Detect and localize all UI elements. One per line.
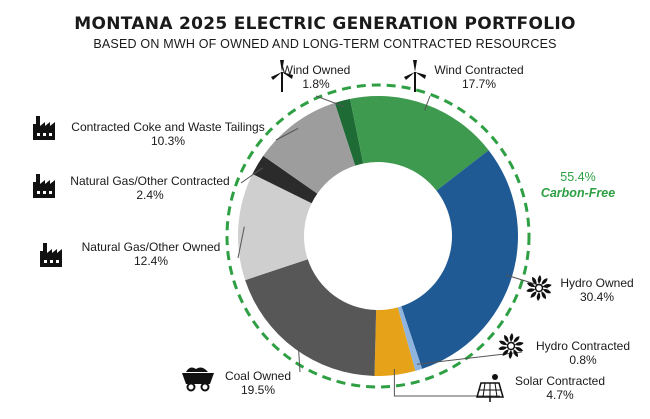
factory-icon	[33, 116, 55, 140]
water-turbine-icon	[526, 275, 552, 301]
label-solar-contracted: Solar Contracted 4.7%	[514, 374, 606, 402]
label-coke-waste-tailings: Contracted Coke and Waste Tailings 10.3%	[71, 120, 265, 148]
leader-line	[424, 95, 431, 111]
label-coal-owned: Coal Owned 19.5%	[224, 369, 292, 397]
label-hydro-contracted: Hydro Contracted 0.8%	[535, 339, 631, 367]
label-wind-owned: Wind Owned 1.8%	[281, 63, 351, 91]
slice-natural-gas-other-owned	[238, 174, 312, 281]
leader-line	[297, 343, 301, 373]
leader-line	[393, 368, 500, 397]
wind-turbine-icon	[404, 60, 426, 92]
label-hydro-owned: Hydro Owned 30.4%	[560, 276, 634, 304]
leader-line	[315, 95, 345, 107]
slice-natural-gas-other-contracted	[252, 155, 318, 204]
slice-contracted-coke-and-waste-tailings	[263, 102, 356, 194]
chart-title: MONTANA 2025 ELECTRIC GENERATION PORTFOL…	[74, 14, 576, 34]
slice-hydro-contracted	[397, 306, 423, 371]
carbon-free-dashed-ring	[225, 83, 531, 389]
water-turbine-icon	[498, 333, 524, 359]
carbon-free-callout: 55.4% Carbon-Free	[518, 169, 638, 201]
factory-icon	[33, 174, 55, 198]
chart-subtitle: BASED ON MWH OF OWNED AND LONG-TERM CONT…	[93, 37, 557, 51]
carbon-free-label: Carbon-Free	[540, 186, 616, 200]
leader-line	[240, 167, 263, 184]
slice-wind-owned	[334, 98, 364, 166]
solar-panel-icon	[476, 374, 504, 402]
factory-icon	[40, 243, 62, 267]
label-wind-contracted: Wind Contracted 17.7%	[434, 63, 524, 91]
slice-solar-contracted	[374, 307, 416, 376]
leader-line	[275, 127, 299, 141]
label-natural-gas-owned: Natural Gas/Other Owned 12.4%	[81, 240, 221, 268]
slice-wind-contracted	[350, 96, 489, 191]
wind-turbine-icon	[271, 60, 293, 92]
label-natural-gas-contracted: Natural Gas/Other Contracted 2.4%	[70, 174, 230, 202]
coal-cart-icon	[182, 367, 214, 392]
carbon-free-value: 55.4%	[560, 170, 596, 184]
leader-line	[237, 226, 245, 259]
slice-hydro-owned	[401, 150, 518, 369]
slice-coal-owned	[245, 259, 377, 376]
